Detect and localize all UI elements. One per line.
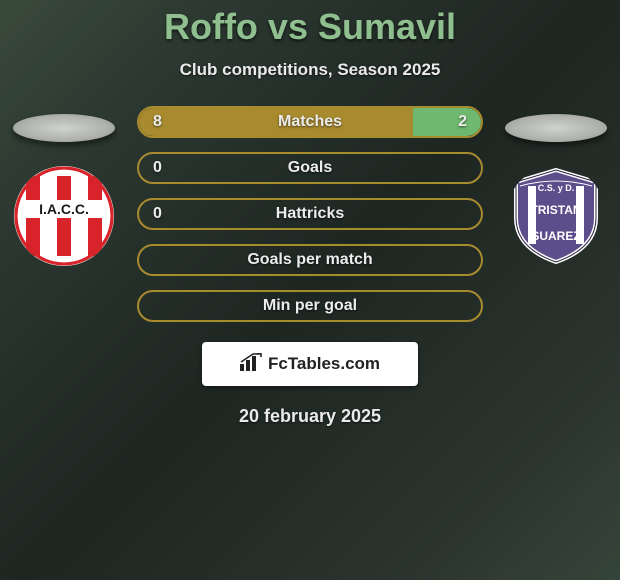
bar-value-left: 0: [153, 205, 162, 223]
stat-bars: 8 Matches 2 0 Goals 0 Hattricks: [137, 106, 483, 322]
fctables-text: FcTables.com: [268, 354, 380, 374]
svg-text:TRISTAN: TRISTAN: [530, 203, 581, 217]
fctables-logo[interactable]: FcTables.com: [202, 342, 418, 386]
bar-fill-right: [413, 108, 481, 136]
subtitle: Club competitions, Season 2025: [0, 60, 620, 80]
bar-label: Goals: [288, 159, 332, 177]
svg-text:C.S. y D.: C.S. y D.: [538, 183, 575, 193]
left-side: I.A.C.C.: [9, 106, 119, 266]
tristan-suarez-badge-icon: C.S. y D. TRISTAN SUAREZ: [506, 166, 606, 266]
bar-fill-left: [139, 108, 413, 136]
bars-growth-icon: [240, 353, 262, 376]
bar-label: Goals per match: [247, 251, 372, 269]
bar-label: Min per goal: [263, 297, 357, 315]
comparison-row: I.A.C.C. 8 Matches 2 0 Goals: [0, 106, 620, 322]
badge-left-text: I.A.C.C.: [39, 201, 89, 217]
iacc-badge-icon: I.A.C.C.: [14, 166, 114, 266]
stat-bar-mpg: Min per goal: [137, 290, 483, 322]
page-title: Roffo vs Sumavil: [0, 6, 620, 48]
bar-label: Hattricks: [276, 205, 344, 223]
club-badge-right: C.S. y D. TRISTAN SUAREZ: [506, 166, 606, 266]
bar-value-right: 2: [458, 113, 467, 131]
stat-bar-goals: 0 Goals: [137, 152, 483, 184]
bar-label: Matches: [278, 113, 342, 131]
stat-bar-gpm: Goals per match: [137, 244, 483, 276]
right-side: C.S. y D. TRISTAN SUAREZ: [501, 106, 611, 266]
content-area: Roffo vs Sumavil Club competitions, Seas…: [0, 0, 620, 427]
stat-bar-matches: 8 Matches 2: [137, 106, 483, 138]
player-shadow-left: [13, 114, 115, 142]
stat-bar-hattricks: 0 Hattricks: [137, 198, 483, 230]
bar-value-left: 8: [153, 113, 162, 131]
player-shadow-right: [505, 114, 607, 142]
bar-value-left: 0: [153, 159, 162, 177]
date-label: 20 february 2025: [0, 406, 620, 427]
svg-text:SUAREZ: SUAREZ: [531, 229, 580, 243]
club-badge-left: I.A.C.C.: [14, 166, 114, 266]
